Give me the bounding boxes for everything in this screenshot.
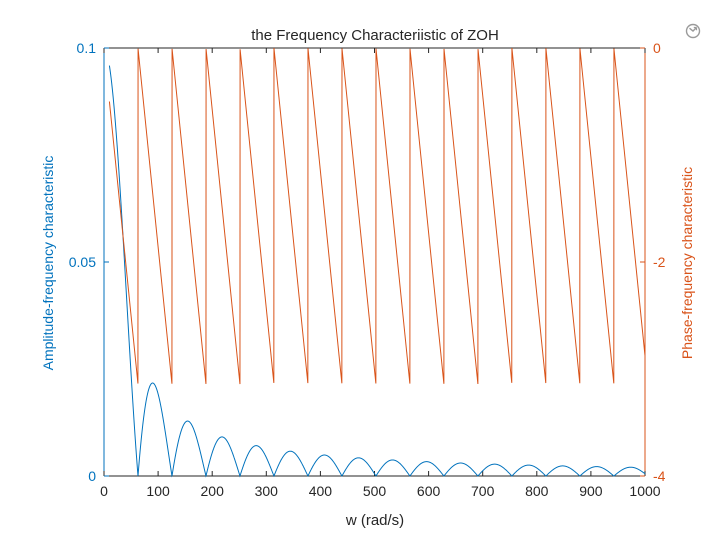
restore-view-button[interactable] (684, 22, 702, 40)
x-tick-label: 400 (309, 483, 333, 499)
phase-series-line (108, 47, 646, 385)
right-y-tick-label: 0 (653, 40, 661, 56)
right-y-axis-label: Phase-frequency characteristic (679, 167, 695, 359)
chart-title: the Frequency Characteriistic of ZOH (251, 27, 499, 44)
left-y-tick-label: 0.05 (69, 254, 96, 270)
x-axis-label: w (rad/s) (345, 512, 404, 529)
x-tick-label: 200 (201, 483, 225, 499)
x-tick-label: 100 (146, 483, 170, 499)
plot-area: 0 100 200 300 400 500 600 700 800 900 1000 0 0.05 0.1… (69, 40, 666, 499)
restore-view-icon (685, 23, 701, 39)
right-y-tick-label: -4 (653, 468, 666, 484)
x-tick-label: 700 (471, 483, 495, 499)
left-y-axis-label: Amplitude-frequency characteristic (40, 156, 56, 371)
left-y-tick-label: 0.1 (77, 40, 97, 56)
x-tick-label: 0 (100, 483, 108, 499)
x-tick-label: 600 (417, 483, 441, 499)
x-tick-label: 500 (363, 483, 387, 499)
left-y-tick-label: 0 (88, 468, 96, 484)
x-tick-label: 900 (579, 483, 603, 499)
right-y-tick-label: -2 (653, 254, 666, 270)
x-tick-label: 800 (525, 483, 549, 499)
x-tick-label: 1000 (629, 483, 660, 499)
amplitude-series-line (108, 65, 646, 478)
x-tick-label: 300 (255, 483, 279, 499)
